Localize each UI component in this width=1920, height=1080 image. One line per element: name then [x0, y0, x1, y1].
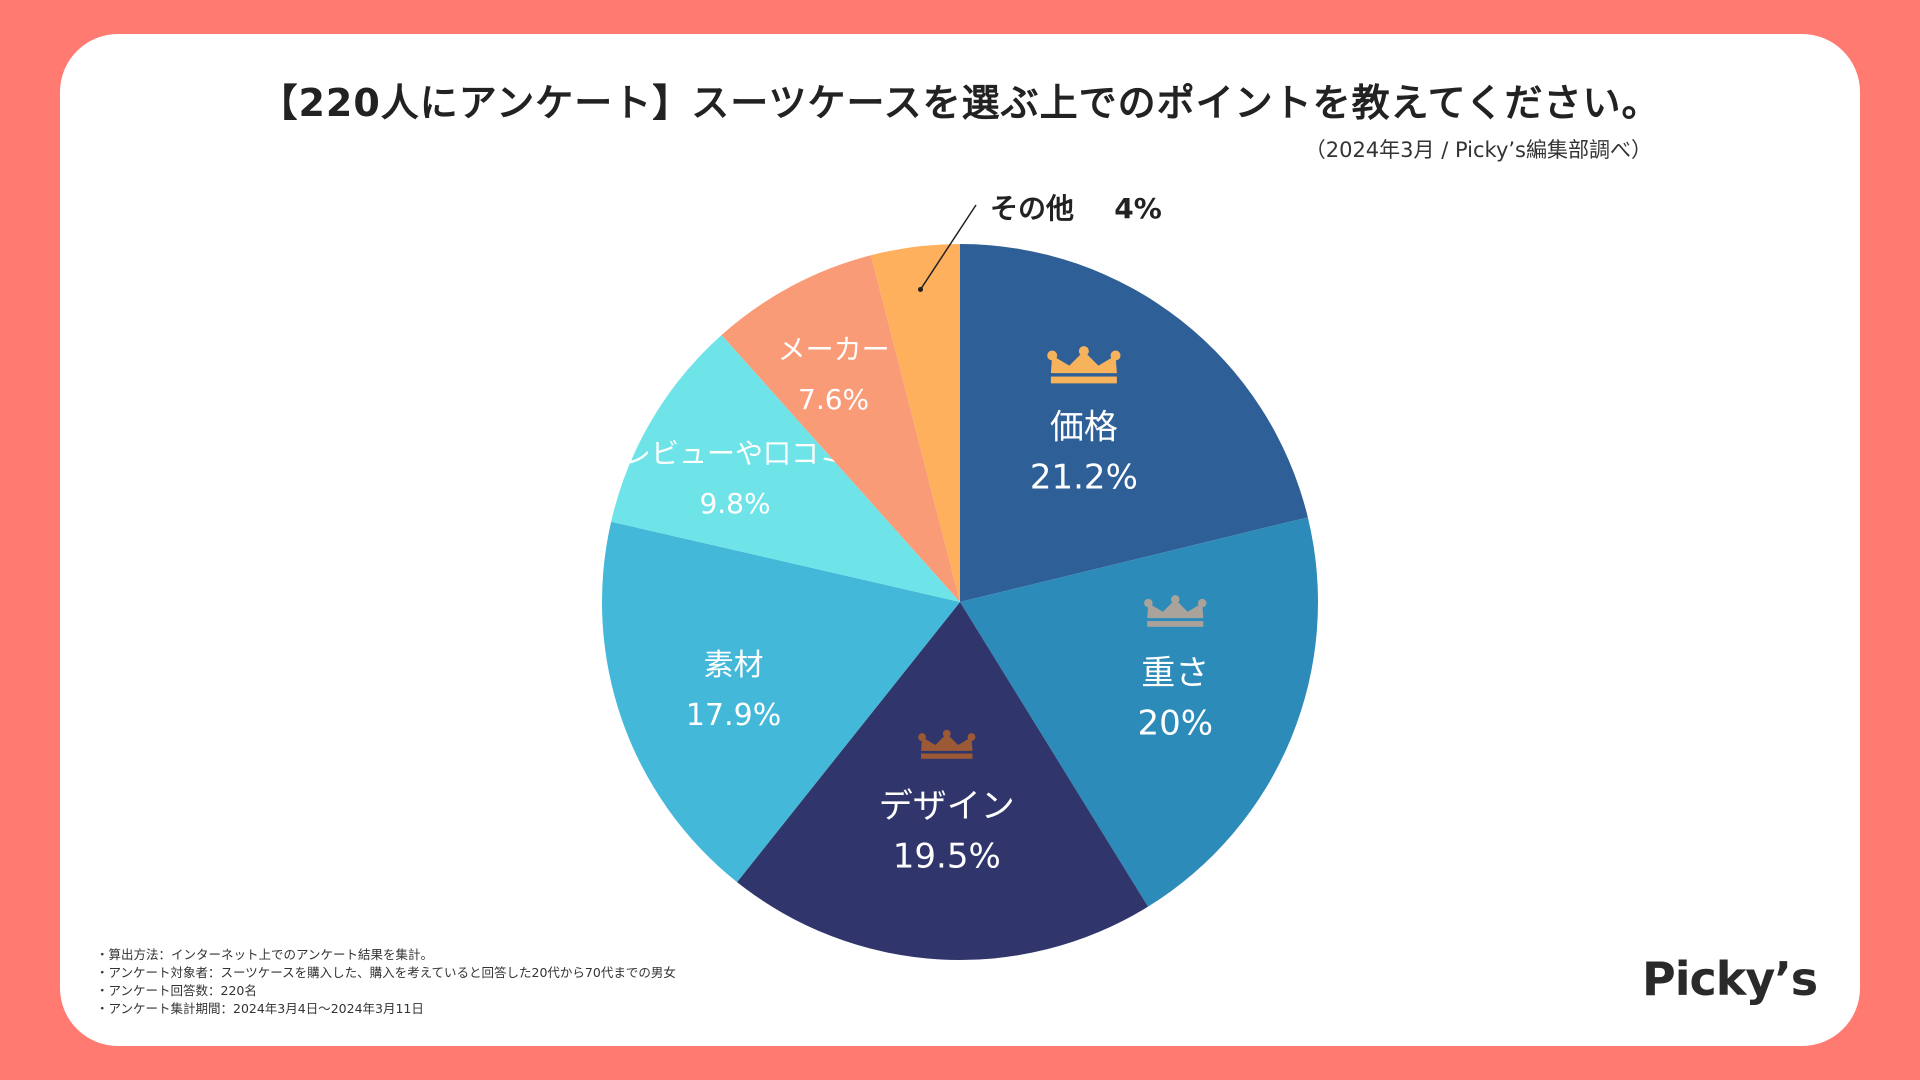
- slice-label-5: レビューや口コミ: [623, 437, 847, 470]
- slice-label-4: 素材: [704, 648, 764, 683]
- chart-source: （2024年3月 / Picky’s編集部調べ）: [1304, 138, 1652, 162]
- pie-slice-2: [960, 517, 1318, 907]
- pie-slice-7: [870, 244, 960, 602]
- survey-notes: ・算出方法：インターネット上でのアンケート結果を集計。 ・アンケート対象者：スー…: [96, 946, 676, 1018]
- slice-label-2: 重さ: [1141, 653, 1209, 693]
- slice-label-6: メーカー: [778, 333, 890, 366]
- note-count: ・アンケート回答数：220名: [96, 983, 257, 998]
- pie-slice-6: [721, 255, 960, 602]
- slice-label-other: その他: [990, 192, 1074, 225]
- crown-rank-1-icon: [1047, 346, 1121, 384]
- leader-dot-other: [918, 286, 924, 292]
- note-method: ・算出方法：インターネット上でのアンケート結果を集計。: [96, 947, 434, 962]
- crown-rank-2-icon: [1144, 595, 1207, 627]
- slice-label-3: デザイン: [879, 787, 1015, 827]
- slice-label-1: 価格: [1050, 407, 1118, 447]
- slice-value-5: 9.8%: [699, 487, 770, 520]
- slice-value-6: 7.6%: [798, 383, 869, 416]
- chart-title: 【220人にアンケート】スーツケースを選ぶ上でのポイントを教えてください。: [259, 81, 1661, 125]
- slice-value-other: 4%: [1114, 192, 1162, 225]
- pie-slice-1: [960, 244, 1308, 602]
- crown-rank-3-icon: [918, 729, 976, 759]
- pie-slice-3: [737, 602, 1149, 960]
- pickys-logo: Picky’s: [1642, 952, 1818, 1006]
- slice-value-4: 17.9%: [686, 698, 781, 733]
- slice-value-3: 19.5%: [893, 837, 1001, 877]
- slice-value-2: 20%: [1137, 703, 1213, 743]
- slice-value-1: 21.2%: [1030, 457, 1138, 497]
- note-period: ・アンケート集計期間：2024年3月4日〜2024年3月11日: [96, 1001, 424, 1016]
- leader-line-other: [919, 204, 977, 290]
- pie-slice-5: [611, 334, 960, 602]
- note-target: ・アンケート対象者：スーツケースを購入した、購入を考えていると回答した20代から…: [96, 965, 676, 980]
- pie-slice-4: [601, 521, 960, 883]
